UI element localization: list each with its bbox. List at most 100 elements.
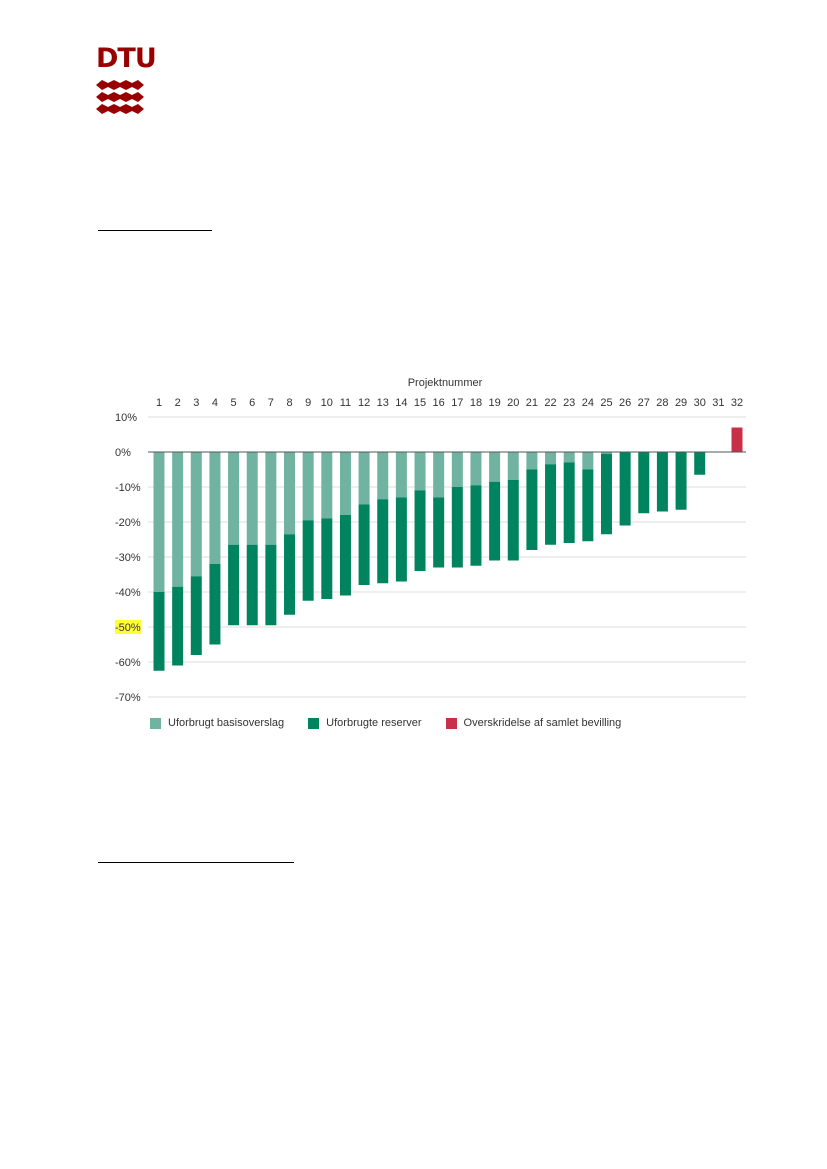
x-tick-label: 21 [526,397,538,409]
bar-segment [209,452,221,564]
bar-segment [172,452,184,587]
x-tick-label: 26 [619,397,631,409]
x-tick-label: 1 [156,397,162,409]
bar-segment [433,497,445,568]
bar-segment [489,452,501,482]
bar-segment [582,469,594,542]
x-tick-label: 15 [414,397,426,409]
x-tick-label: 25 [600,397,612,409]
bar-segment [339,515,351,596]
x-tick-labels: 1 2 3 4 5 6 7 8 9 10 11 12 13 14 15 16 17 18 19 20 21 22 23 24 2… [156,397,743,409]
bar-segment [600,453,612,535]
bar-segment [190,576,202,655]
bar-segment [563,452,575,463]
bar-segment [507,452,519,480]
x-tick-label: 7 [268,397,274,409]
x-tick-label: 2 [175,397,181,409]
x-tick-label: 32 [731,397,743,409]
bar-segment [545,452,557,465]
x-tick-label: 5 [231,397,237,409]
bar-segment [563,462,575,543]
bar-segment [284,452,296,535]
x-tick-label: 12 [358,397,370,409]
legend-label: Uforbrugte reserver [326,717,422,729]
x-tick-label: 23 [563,397,575,409]
bar-segment [656,452,668,512]
tick-highlights [115,620,141,634]
bar-segment [675,452,687,510]
bar-segment [246,452,258,545]
x-tick-label: 17 [451,397,463,409]
legend-label: Uforbrugt basisoverslag [168,717,285,729]
bar-segment [302,520,314,601]
bar-segment [638,452,650,514]
y-tick-label: 10% [115,412,137,424]
legend-swatch-dark [308,717,320,729]
y-tick-label: -70% [115,692,141,704]
y-tick-label: -10% [115,482,141,494]
x-tick-label: 24 [582,397,594,409]
bar-segment [414,452,426,491]
bar-segment [451,487,463,568]
x-tick-label: 19 [488,397,500,409]
tick-highlight [115,620,141,634]
y-tick-label: -30% [115,552,141,564]
bar-segment [358,452,370,505]
x-tick-label: 6 [249,397,255,409]
bar-segment [433,452,445,498]
x-tick-label: 13 [377,397,389,409]
bar-segment [694,452,706,475]
y-tick-label: -60% [115,657,141,669]
x-tick-label: 10 [321,397,333,409]
bar-segment [377,499,389,584]
bar-segment [526,469,538,550]
y-tick-label: -20% [115,517,141,529]
x-tick-label: 31 [712,397,724,409]
bar-segment [545,464,557,545]
x-tick-label: 30 [694,397,706,409]
chart-legend: Uforbrugt basisoverslag Uforbrugte reser… [150,717,645,729]
legend-swatch-red [445,717,457,729]
bar-segment [172,586,184,666]
bar-chart: Projektnummer 10% 0% -10% -20% -30% -40% -50% -… [115,377,746,704]
y-tick-label: -40% [115,587,141,599]
bar-segment [395,497,407,582]
legend-item-basisoverslag: Uforbrugt basisoverslag [150,717,284,729]
footnote-divider-bottom [98,862,294,863]
bar-segment [321,518,333,599]
y-tick-label: 0% [115,447,131,459]
bar-segment [489,481,501,561]
legend-label: Overskridelse af samlet bevilling [463,717,622,729]
bar-segment [507,480,519,561]
x-tick-label: 8 [286,397,292,409]
bar-segment [209,564,221,645]
bar-segment [246,544,258,626]
bar-segment [358,504,370,585]
x-tick-label: 18 [470,397,482,409]
chart-title: Projektnummer [408,377,483,389]
bar-segment [619,452,631,526]
bar-segment [414,490,426,571]
bar-segment [190,452,202,577]
x-tick-label: 22 [544,397,556,409]
x-tick-label: 11 [340,397,351,409]
x-tick-label: 14 [395,397,407,409]
legend-item-overskridelse: Overskridelse af samlet bevilling [445,717,622,729]
dtu-logo-waves-icon [96,80,144,114]
bar-segment [526,452,538,470]
bar-segment [731,427,743,452]
footnote-divider-top [98,230,212,231]
legend-item-reserver: Uforbrugte reserver [308,717,422,729]
y-tick-label: -50% [115,622,141,634]
bar-segment [228,452,240,545]
bar-segment [228,544,240,626]
bar-segment [377,452,389,500]
bar-segment [284,534,296,615]
x-tick-label: 28 [656,397,668,409]
bar-segment [470,485,482,566]
bar-segment [265,544,277,626]
x-tick-label: 20 [507,397,519,409]
bar-segment [395,452,407,498]
bar-segment [339,452,351,515]
y-tick-labels: 10% 0% -10% -20% -30% -40% -50% -60% -70% [115,412,141,704]
